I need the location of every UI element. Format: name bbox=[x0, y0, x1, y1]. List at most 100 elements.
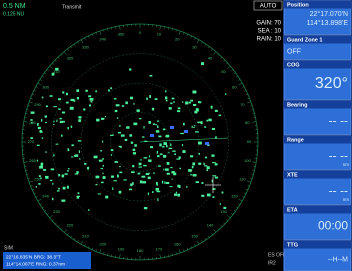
echo bbox=[179, 168, 181, 169]
echo bbox=[40, 130, 42, 133]
echo bbox=[133, 152, 136, 154]
echo bbox=[119, 125, 120, 127]
status: Transmit bbox=[62, 4, 82, 10]
bearing-tick bbox=[45, 210, 47, 211]
bearing-tick bbox=[176, 252, 177, 254]
cursor-line: 22°16.835'N BRG: 38.3°T bbox=[6, 254, 61, 260]
echo bbox=[70, 107, 74, 110]
echo bbox=[177, 194, 180, 197]
bearing-tick bbox=[67, 49, 68, 51]
echo bbox=[138, 173, 141, 175]
bearing-label: 340 bbox=[99, 37, 106, 42]
echo bbox=[212, 180, 213, 183]
echo bbox=[207, 166, 210, 169]
bearing-tick bbox=[92, 34, 93, 36]
echo bbox=[105, 116, 106, 117]
echo bbox=[61, 200, 65, 202]
echo bbox=[195, 131, 199, 132]
bearing-label: 160 bbox=[174, 241, 181, 246]
echo bbox=[204, 126, 206, 127]
bearing-tick bbox=[29, 102, 33, 103]
echo bbox=[95, 90, 96, 92]
bearing-tick bbox=[213, 52, 216, 55]
echo bbox=[188, 169, 192, 172]
echo bbox=[157, 151, 158, 154]
echo bbox=[211, 106, 213, 109]
echo bbox=[52, 183, 53, 185]
echo bbox=[90, 101, 92, 102]
echo bbox=[131, 142, 133, 144]
bearing-tick bbox=[179, 249, 180, 253]
echo bbox=[36, 186, 37, 187]
bearing-tick bbox=[32, 189, 34, 190]
echo bbox=[30, 119, 32, 121]
bearing-label: 220 bbox=[67, 223, 74, 228]
panel-value: 00:00 bbox=[318, 219, 348, 233]
bearing-tick bbox=[120, 254, 121, 258]
echo bbox=[79, 158, 80, 159]
echo bbox=[185, 102, 188, 105]
panel-label: COG bbox=[287, 62, 300, 68]
echo bbox=[152, 191, 153, 193]
echo bbox=[120, 146, 122, 147]
bearing-tick bbox=[211, 49, 212, 51]
bearing-label: 210 bbox=[82, 233, 89, 238]
bearing-tick bbox=[236, 207, 238, 208]
bearing-tick bbox=[191, 246, 192, 248]
echo bbox=[155, 124, 157, 125]
bearing-tick bbox=[96, 250, 97, 252]
echo bbox=[31, 122, 32, 123]
echo bbox=[178, 107, 181, 109]
echo bbox=[150, 75, 153, 76]
echo bbox=[189, 102, 191, 104]
echo bbox=[182, 150, 185, 153]
echo bbox=[163, 142, 167, 145]
echo bbox=[212, 196, 214, 198]
echo bbox=[130, 97, 133, 100]
echo bbox=[60, 121, 63, 123]
echo bbox=[159, 143, 161, 146]
bearing-tick bbox=[244, 193, 246, 194]
bearing-tick bbox=[24, 162, 28, 163]
bearing-tick bbox=[244, 90, 246, 91]
panel-unit: nm bbox=[343, 162, 350, 167]
echo bbox=[192, 90, 196, 93]
echo bbox=[141, 176, 145, 178]
echo bbox=[79, 150, 80, 153]
echo bbox=[220, 203, 221, 205]
echo bbox=[40, 178, 42, 179]
bearing-label: 150 bbox=[191, 233, 198, 238]
radar-display: 0.5 NM 0.125 NU Transmit AUTO GAIN: 70 S… bbox=[0, 0, 352, 271]
bearing-tick bbox=[246, 189, 248, 190]
echo bbox=[167, 173, 170, 175]
panel-value: 114°13.898'E bbox=[307, 19, 349, 27]
bearing-tick bbox=[172, 254, 173, 256]
echo bbox=[194, 111, 197, 114]
echo bbox=[46, 106, 48, 108]
bearing-label: 120 bbox=[231, 194, 238, 199]
echo bbox=[203, 163, 204, 165]
es-status: ES OFF bbox=[268, 252, 286, 258]
target bbox=[184, 130, 188, 133]
echo bbox=[63, 121, 65, 123]
bearing-tick bbox=[211, 233, 212, 235]
echo bbox=[115, 110, 118, 112]
echo bbox=[45, 176, 48, 179]
echo bbox=[115, 161, 118, 163]
echo bbox=[58, 188, 60, 190]
bearing-tick bbox=[92, 248, 93, 250]
bearing-label: 110 bbox=[239, 176, 246, 181]
echo bbox=[118, 132, 121, 134]
echo bbox=[143, 126, 144, 129]
bearing-tick bbox=[179, 31, 180, 35]
echo bbox=[153, 172, 154, 174]
echo bbox=[212, 175, 216, 176]
bearing-tick bbox=[61, 228, 62, 229]
echo bbox=[173, 101, 174, 103]
ring-range: 0.125 NU bbox=[3, 11, 25, 17]
bearing-tick bbox=[187, 248, 188, 250]
echo bbox=[155, 188, 159, 191]
echo bbox=[170, 103, 172, 105]
echo bbox=[133, 103, 134, 105]
echo bbox=[183, 123, 185, 125]
